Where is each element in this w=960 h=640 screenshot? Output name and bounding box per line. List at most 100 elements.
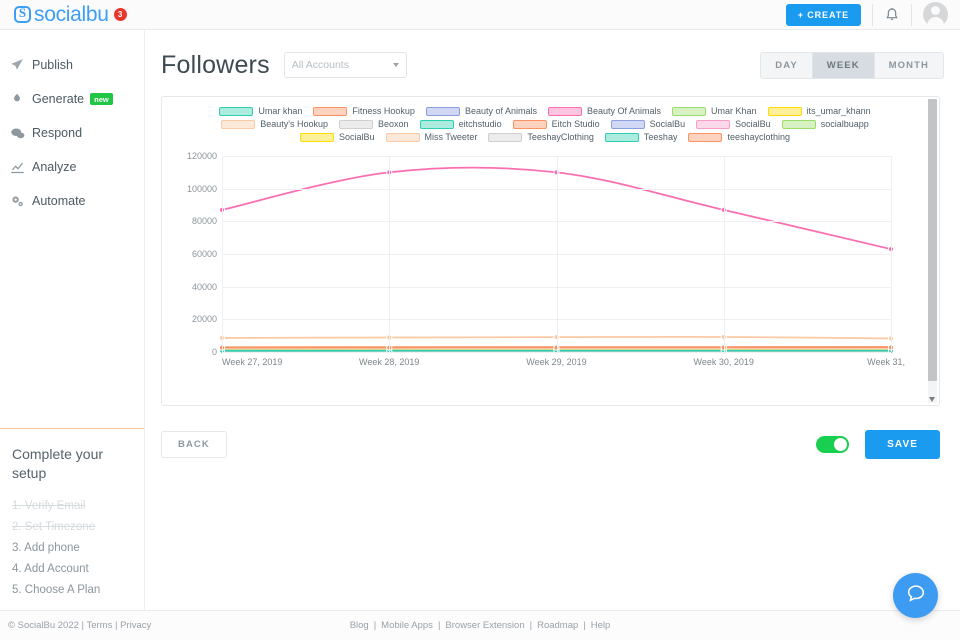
main-content: Followers All Accounts DAY WEEK MONTH Um… (145, 30, 960, 610)
legend-item[interactable]: its_umar_khann (767, 106, 871, 116)
legend-item[interactable]: Beauty's Hookup (221, 119, 328, 129)
x-axis-tick-label: Week 28, 2019 (359, 357, 420, 367)
legend-label: Umar Khan (711, 106, 757, 116)
legend-swatch (688, 132, 723, 142)
logo[interactable]: socialbu 3 (0, 4, 127, 25)
chart-data-point[interactable] (720, 333, 727, 341)
range-day-button[interactable]: DAY (761, 52, 813, 78)
chart-legend: Umar khan Fitness Hookup Beauty of Animals… (162, 97, 939, 146)
setup-step-set-timezone[interactable]: 2. Set Timezone (12, 521, 96, 533)
legend-item[interactable]: Umar khan (219, 106, 302, 116)
legend-label: Beauty's Hookup (260, 119, 329, 129)
divider (872, 3, 873, 26)
chart-axis-area: 0 20000 40000 60000 80000 100000 120000 Week 27… (187, 151, 905, 367)
legend-swatch (221, 119, 256, 129)
y-axis-tick-label: 20000 (191, 314, 217, 325)
back-button[interactable]: BACK (161, 431, 227, 458)
setup-step-verify-email[interactable]: 1. Verify Email (12, 500, 86, 512)
chart-data-point[interactable] (553, 334, 560, 341)
legend-item[interactable]: Fitness Hookup (313, 106, 415, 116)
legend-swatch (672, 106, 707, 116)
footer-link-mobile-apps[interactable]: Mobile Apps (381, 620, 433, 631)
legend-item[interactable]: Beauty of Animals (425, 106, 537, 116)
chart-data-point[interactable] (720, 344, 727, 351)
chart-data-point[interactable] (386, 169, 393, 176)
logo-badge: 3 (113, 8, 127, 21)
sidebar: Publish Generate new Respond Analy (0, 30, 145, 610)
gridline-vertical (389, 156, 391, 352)
avatar[interactable] (923, 2, 948, 27)
chart-data-point[interactable] (720, 206, 727, 214)
account-select[interactable]: All Accounts (283, 52, 407, 78)
chart-data-point[interactable] (553, 169, 560, 176)
legend-item[interactable]: Umar Khan (672, 106, 757, 116)
x-axis-tick-label: Week 31, (867, 357, 905, 367)
footer-separator: | (583, 620, 586, 631)
scroll-down-arrow-icon[interactable] (929, 397, 935, 402)
chart-data-point[interactable] (386, 344, 393, 351)
legend-item[interactable]: SocialBu (696, 119, 771, 129)
footer-link-help[interactable]: Help (590, 620, 611, 631)
chart-data-point[interactable] (553, 344, 560, 351)
legend-swatch (696, 119, 731, 129)
legend-item[interactable]: eitchstudio (419, 119, 502, 129)
gridline-vertical (222, 156, 223, 352)
footer-link-blog[interactable]: Blog (349, 620, 369, 631)
chart-scrollbar[interactable] (928, 99, 937, 403)
enable-toggle[interactable] (816, 436, 850, 453)
legend-swatch (385, 132, 420, 142)
sidebar-item-generate[interactable]: Generate new (0, 82, 144, 116)
legend-item[interactable]: Eitch Studio (512, 119, 600, 129)
x-axis-tick-label: Week 30, 2019 (693, 357, 754, 367)
legend-swatch (219, 106, 254, 116)
range-week-button[interactable]: WEEK (812, 52, 875, 78)
scrollbar-thumb[interactable] (928, 99, 937, 381)
legend-item[interactable]: Teeshay (604, 132, 677, 142)
sidebar-item-publish[interactable]: Publish (0, 48, 144, 82)
legend-item[interactable]: SocialBu (610, 119, 685, 129)
chart-data-point[interactable] (386, 334, 393, 341)
range-toggle-group: DAY WEEK MONTH (760, 51, 944, 79)
legend-item[interactable]: Beoxon (339, 119, 409, 129)
setup-step-add-phone[interactable]: 3. Add phone (12, 542, 80, 554)
legend-item[interactable]: Miss Tweeter (385, 132, 477, 142)
top-bar-actions: + CREATE (785, 0, 960, 30)
legend-swatch (425, 106, 460, 116)
legend-item[interactable]: socialbuapp (781, 119, 869, 129)
divider (911, 3, 912, 26)
legend-item[interactable]: TeeshayClothing (488, 132, 594, 142)
legend-item[interactable]: teeshayclothing (688, 132, 790, 142)
legend-label: Beoxon (378, 119, 409, 129)
line-chart-icon (9, 160, 25, 175)
legend-label: socialbuapp (820, 119, 869, 129)
y-axis-tick-label: 40000 (191, 281, 217, 292)
x-axis-tick-label: Week 27, 2019 (222, 357, 283, 367)
account-select-value: All Accounts (291, 59, 349, 71)
setup-step-choose-plan[interactable]: 5. Choose A Plan (12, 584, 101, 596)
legend-item[interactable]: SocialBu (299, 132, 375, 142)
legend-swatch (488, 132, 523, 142)
sidebar-item-analyze[interactable]: Analyze (0, 150, 144, 184)
footer-link-roadmap[interactable]: Roadmap (537, 620, 579, 631)
footer-links: Blog | Mobile Apps | Browser Extension | Roadm… (350, 620, 611, 631)
footer-copyright: © SocialBu 2022 | Terms | Privacy (8, 620, 152, 631)
sidebar-item-respond[interactable]: Respond (0, 116, 144, 150)
legend-label: SocialBu (735, 119, 771, 129)
socialbu-logo-icon (14, 5, 31, 23)
create-button[interactable]: + CREATE (785, 3, 861, 26)
range-month-button[interactable]: MONTH (874, 52, 943, 78)
notification-bell-icon[interactable] (884, 7, 900, 23)
legend-swatch (604, 132, 639, 142)
save-button[interactable]: SAVE (865, 430, 940, 459)
help-chat-button[interactable] (893, 573, 938, 618)
footer-link-browser-extension[interactable]: Browser Extension (445, 620, 525, 631)
legend-item[interactable]: Beauty Of Animals (547, 106, 661, 116)
sidebar-item-label: Automate (32, 194, 86, 208)
legend-label: SocialBu (338, 132, 375, 142)
chat-bubbles-icon (9, 126, 25, 141)
setup-step-add-account[interactable]: 4. Add Account (12, 563, 89, 575)
legend-label: Eitch Studio (551, 119, 600, 129)
footer-separator: | (437, 620, 441, 631)
legend-label: Fitness Hookup (352, 106, 415, 116)
sidebar-item-automate[interactable]: Automate (0, 184, 144, 218)
